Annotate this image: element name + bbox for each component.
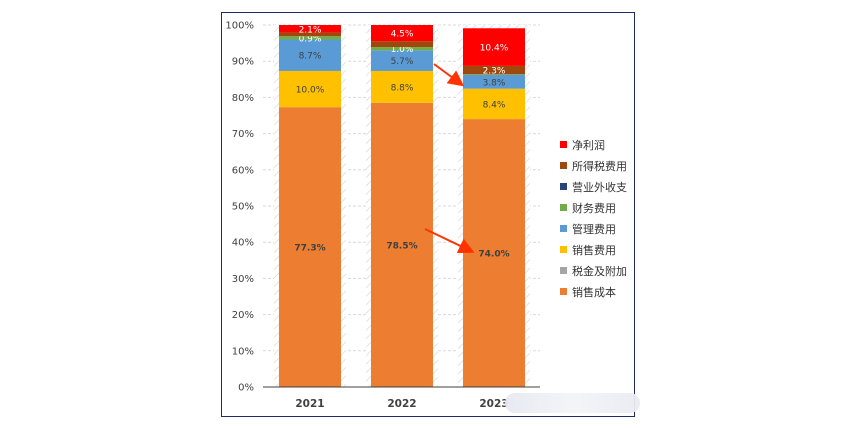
annotation-arrow — [424, 228, 475, 254]
bar-segment — [279, 25, 341, 33]
bar-segment — [371, 25, 433, 42]
data-label: 2.3% — [483, 67, 506, 77]
bar-segment — [371, 41, 433, 48]
bar-segment — [279, 70, 341, 108]
legend-label: 净利润 — [572, 138, 605, 152]
bar-segment — [463, 74, 525, 75]
x-tick-label: 2023 — [479, 398, 508, 410]
y-tick-label: 100% — [225, 21, 254, 32]
legend-label: 财务费用 — [572, 201, 616, 215]
bar-segment — [463, 119, 525, 388]
data-label: 2.1% — [299, 25, 322, 35]
y-tick-label: 30% — [232, 274, 254, 285]
blurred-overlay — [505, 393, 640, 413]
bar-segment — [279, 36, 341, 40]
legend-item: 管理费用 — [560, 218, 670, 239]
data-label: 0.9% — [299, 34, 322, 44]
bar-segment — [279, 32, 341, 37]
legend-swatch — [560, 141, 567, 148]
legend-swatch — [560, 267, 567, 274]
data-label: 77.3% — [294, 244, 325, 254]
legend-label: 税金及附加 — [572, 264, 627, 278]
bar-segment — [463, 28, 525, 66]
legend-label: 销售费用 — [572, 243, 616, 257]
data-label: 74.0% — [478, 250, 509, 260]
legend-swatch — [560, 183, 567, 190]
legend-item: 销售成本 — [560, 281, 670, 302]
y-tick-label: 60% — [232, 165, 254, 176]
legend-swatch — [560, 162, 567, 169]
data-label: 8.8% — [391, 83, 414, 93]
bar-segment — [463, 65, 525, 75]
legend-swatch — [560, 225, 567, 232]
x-tick-label: 2022 — [387, 398, 416, 410]
annotation-arrows — [424, 63, 475, 254]
bars: 77.3% 10.0% 8.7% 0.9%2.1% 78.5% 8.8% 5.7% 1.0% 4… — [279, 25, 525, 388]
bar-segment — [463, 88, 525, 120]
legend-item: 所得税费用 — [560, 155, 670, 176]
legend: 净利润所得税费用营业外收支财务费用管理费用销售费用税金及附加销售成本 — [560, 134, 670, 302]
bar-segment — [279, 107, 341, 387]
legend-swatch — [560, 288, 567, 295]
y-tick-label: 80% — [232, 93, 254, 104]
data-label: 78.5% — [386, 241, 417, 251]
bar-segment — [371, 70, 433, 103]
x-tick-label: 2021 — [295, 398, 324, 410]
bar-segment — [463, 74, 525, 89]
legend-swatch — [560, 204, 567, 211]
y-tick-label: 70% — [232, 129, 254, 140]
data-label: 10.4% — [480, 44, 509, 54]
data-label: 8.4% — [483, 100, 506, 110]
bar-segment — [371, 47, 433, 51]
legend-label: 营业外收支 — [572, 180, 627, 194]
legend-item: 财务费用 — [560, 197, 670, 218]
bar-segment — [371, 50, 433, 71]
legend-item: 净利润 — [560, 134, 670, 155]
data-label: 5.7% — [391, 57, 414, 67]
legend-swatch — [560, 246, 567, 253]
legend-item: 税金及附加 — [560, 260, 670, 281]
data-label: 4.5% — [391, 30, 414, 40]
legend-label: 销售成本 — [572, 285, 616, 299]
y-tick-label: 50% — [232, 202, 254, 213]
x-axis-ticks: 2021 2022 2023 — [295, 398, 508, 410]
data-label: 3.8% — [483, 78, 506, 88]
legend-item: 销售费用 — [560, 239, 670, 260]
y-tick-label: 10% — [232, 346, 254, 357]
y-tick-label: 20% — [232, 310, 254, 321]
y-tick-label: 90% — [232, 57, 254, 68]
data-label: 8.7% — [299, 52, 322, 62]
legend-item: 营业外收支 — [560, 176, 670, 197]
annotation-arrow — [433, 63, 465, 87]
bar-segment — [371, 102, 433, 387]
data-label: 1.0% — [391, 45, 414, 55]
y-tick-label: 40% — [232, 238, 254, 249]
y-axis-ticks: 0% 10% 20% 30% 40% 50% 60% 70% 80% 90% 100% — [225, 21, 254, 394]
legend-label: 管理费用 — [572, 222, 616, 236]
bar-segment — [279, 39, 341, 71]
y-tick-label: 0% — [238, 383, 254, 394]
legend-label: 所得税费用 — [572, 159, 627, 173]
data-label: 10.0% — [296, 86, 325, 96]
